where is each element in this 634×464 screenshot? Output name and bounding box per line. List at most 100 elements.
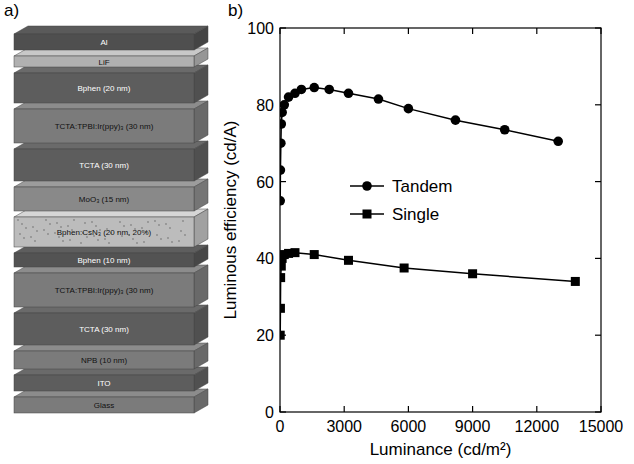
layer-side bbox=[194, 141, 208, 181]
dopant-dot bbox=[165, 223, 167, 225]
layer-front bbox=[14, 34, 194, 50]
layer: Bphen:CsN₃ (20 nm, 20%) bbox=[14, 209, 208, 247]
dopant-dot bbox=[167, 237, 169, 239]
data-point bbox=[280, 138, 286, 148]
layer-label: LiF bbox=[98, 58, 109, 67]
data-point bbox=[374, 94, 384, 104]
dopant-dot bbox=[56, 222, 58, 224]
x-tick bbox=[279, 28, 280, 34]
dopant-dot bbox=[54, 232, 56, 234]
dopant-dot bbox=[169, 227, 171, 229]
y-tick bbox=[595, 104, 601, 105]
series-line bbox=[280, 253, 575, 336]
dopant-dot bbox=[143, 241, 145, 243]
dopant-dot bbox=[45, 219, 47, 221]
y-tick-label: 80 bbox=[256, 97, 274, 114]
layer-side bbox=[194, 245, 208, 267]
layer-side bbox=[194, 343, 208, 369]
legend-label: Tandem bbox=[392, 177, 452, 196]
dopant-dot bbox=[108, 242, 110, 244]
data-point bbox=[400, 264, 409, 273]
layer-front bbox=[14, 375, 194, 391]
y-tick bbox=[595, 411, 601, 412]
y-tick bbox=[595, 258, 601, 259]
x-tick bbox=[600, 28, 601, 34]
data-point bbox=[297, 85, 307, 95]
x-tick-label: 15000 bbox=[579, 418, 624, 435]
layer-side bbox=[194, 26, 208, 50]
y-tick bbox=[595, 335, 601, 336]
layer-front bbox=[14, 109, 194, 143]
layer-side bbox=[194, 389, 208, 413]
y-tick bbox=[280, 411, 286, 412]
dopant-dot bbox=[32, 226, 34, 228]
layer-label: Bphen:CsN₃ (20 nm, 20%) bbox=[57, 228, 152, 237]
dopant-dot bbox=[95, 225, 97, 227]
device-stack: Glass ITO NPB (10 nm) TCTA (30 nm) TCTA:TPBI… bbox=[14, 26, 208, 413]
layer-label: TCTA (30 nm) bbox=[79, 325, 129, 334]
layer-side bbox=[194, 179, 208, 211]
dopant-dot bbox=[180, 230, 182, 232]
dopant-dot bbox=[156, 234, 158, 236]
legend-marker bbox=[363, 210, 372, 219]
layer: TCTA:TPBI:Ir(ppy)₃ (30 nm) bbox=[14, 101, 208, 143]
x-tick-label: 0 bbox=[276, 418, 285, 435]
x-tick bbox=[536, 28, 537, 34]
layer-label: ITO bbox=[97, 379, 110, 388]
dopant-dot bbox=[147, 221, 149, 223]
data-point bbox=[324, 85, 334, 95]
data-point bbox=[280, 331, 285, 340]
layer-side bbox=[194, 48, 208, 67]
y-tick bbox=[595, 181, 601, 182]
layer-front bbox=[14, 273, 194, 307]
dopant-dot bbox=[171, 241, 173, 243]
x-tick bbox=[408, 406, 409, 412]
dopant-dot bbox=[104, 238, 106, 240]
legend-marker bbox=[362, 181, 372, 191]
layer-top bbox=[14, 26, 208, 34]
layer-side bbox=[194, 265, 208, 307]
layer-front bbox=[14, 351, 194, 369]
dopant-dot bbox=[97, 239, 99, 241]
data-point bbox=[280, 196, 285, 206]
y-tick-label: 40 bbox=[256, 250, 274, 267]
legend-label: Single bbox=[392, 205, 439, 224]
dopant-dot bbox=[136, 242, 138, 244]
layer: Bphen (20 nm) bbox=[14, 65, 208, 103]
layer-label: Al bbox=[100, 38, 107, 47]
dopant-dot bbox=[17, 219, 19, 221]
x-tick bbox=[408, 28, 409, 34]
layer-label: NPB (10 nm) bbox=[81, 356, 128, 365]
y-tick-label: 0 bbox=[265, 404, 274, 421]
x-tick bbox=[279, 406, 280, 412]
layer-label: Glass bbox=[94, 401, 114, 410]
dopant-dot bbox=[158, 224, 160, 226]
layer: MoO₃ (15 nm) bbox=[14, 179, 208, 211]
x-tick-label: 12000 bbox=[515, 418, 560, 435]
data-point bbox=[280, 165, 285, 175]
layer-side bbox=[194, 101, 208, 143]
x-tick bbox=[472, 406, 473, 412]
dopant-dot bbox=[19, 233, 21, 235]
dopant-dot bbox=[36, 230, 38, 232]
data-point bbox=[571, 277, 580, 286]
dopant-dot bbox=[43, 229, 45, 231]
layer: NPB (10 nm) bbox=[14, 343, 208, 369]
figure: a)b)GlassITONPB (10 nm)TCTA (30 nm)TCTA:… bbox=[0, 0, 634, 464]
y-tick bbox=[280, 27, 286, 28]
layer-label: MoO₃ (15 nm) bbox=[79, 195, 130, 204]
layer-side bbox=[194, 65, 208, 103]
data-point bbox=[280, 304, 285, 313]
data-point bbox=[280, 273, 285, 282]
data-point bbox=[290, 248, 299, 257]
layer: Bphen (10 nm) bbox=[14, 245, 208, 267]
dopant-dot bbox=[123, 225, 125, 227]
layer: Glass bbox=[14, 389, 208, 413]
data-point bbox=[344, 88, 354, 98]
data-point bbox=[280, 262, 286, 271]
dopant-dot bbox=[23, 237, 25, 239]
dopant-dot bbox=[80, 242, 82, 244]
plot-frame bbox=[280, 28, 601, 412]
panel-label: b) bbox=[228, 1, 243, 20]
x-tick bbox=[344, 406, 345, 412]
